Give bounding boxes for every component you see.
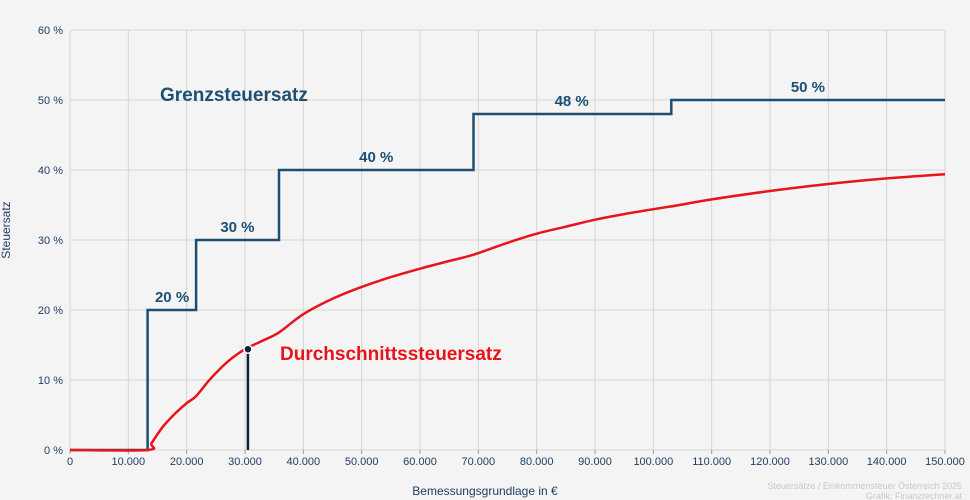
x-tick-label: 80.000	[520, 456, 554, 468]
x-tick-label: 90.000	[578, 456, 612, 468]
x-tick-label: 30.000	[228, 456, 262, 468]
y-tick-label: 20 %	[38, 305, 63, 317]
x-tick-label: 140.000	[867, 456, 907, 468]
step-rate-label: 50 %	[791, 79, 825, 96]
x-tick-label: 100.000	[633, 456, 673, 468]
x-axis-label: Bemessungsgrundlage in €	[412, 484, 558, 498]
marker-point	[243, 344, 253, 354]
x-tick-label: 0	[67, 456, 73, 468]
average-series-label: Durchschnittssteuersatz	[280, 344, 502, 365]
x-tick-label: 50.000	[345, 456, 379, 468]
marginal-rate-line	[70, 98, 945, 452]
y-axis-label: Steuersatz	[0, 201, 13, 258]
x-tick-label: 150.000	[925, 456, 965, 468]
y-tick-label: 30 %	[38, 235, 63, 247]
step-rate-label: 30 %	[220, 219, 254, 236]
x-tick-label: 70.000	[462, 456, 496, 468]
average-rate-line	[69, 172, 946, 452]
x-tick-label: 10.000	[112, 456, 146, 468]
y-tick-label: 60 %	[38, 25, 63, 37]
credit-line-1: Steuersätze / Einkommensteuer Österreich…	[767, 481, 962, 491]
y-axis-ticks: 0 % 10 % 20 % 30 % 40 % 50 % 60 %	[38, 25, 63, 457]
x-tick-label: 120.000	[750, 456, 790, 468]
x-tick-label: 20.000	[170, 456, 204, 468]
marginal-step-labels: 20 % 30 % 40 % 48 % 50 %	[155, 79, 825, 306]
x-tick-label: 110.000	[692, 456, 731, 468]
credit-line-2: Grafik: Finanzrechner.at	[866, 491, 963, 500]
x-tick-label: 130.000	[808, 456, 848, 468]
y-tick-label: 10 %	[38, 375, 63, 387]
x-tick-label: 60.000	[403, 456, 437, 468]
x-tick-label: 40.000	[287, 456, 321, 468]
step-rate-label: 20 %	[155, 289, 189, 306]
step-rate-label: 48 %	[555, 93, 589, 110]
y-tick-label: 0 %	[44, 445, 63, 457]
step-rate-label: 40 %	[359, 149, 393, 166]
y-tick-label: 50 %	[38, 95, 63, 107]
marginal-series-label: Grenzsteuersatz	[160, 85, 308, 106]
x-axis-ticks: 0 10.000 20.000 30.000 40.000 50.000 60.000 70.…	[67, 450, 965, 468]
y-tick-label: 40 %	[38, 165, 63, 177]
